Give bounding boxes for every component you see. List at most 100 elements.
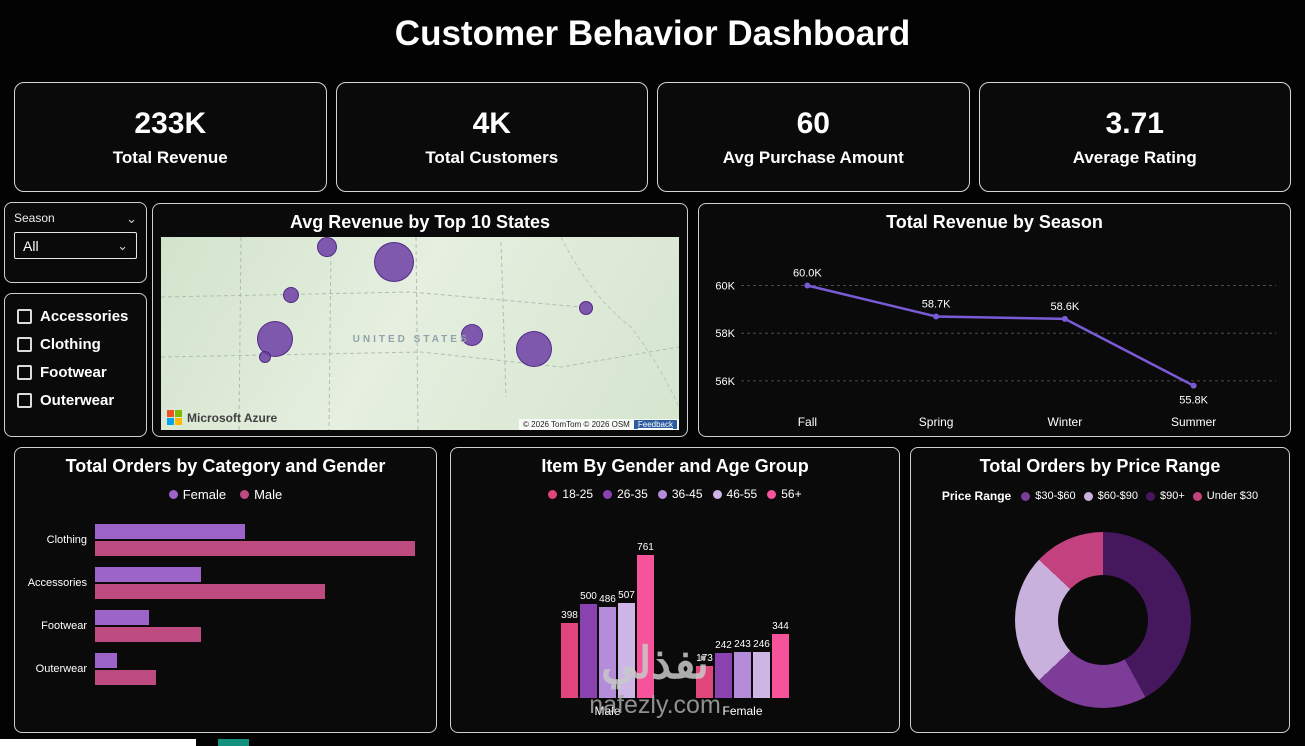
bar-group (95, 567, 424, 599)
slicer-header: Season ⌄ (14, 211, 137, 225)
season-dropdown[interactable]: All ⌄ (14, 232, 137, 259)
line-data-point[interactable] (933, 313, 940, 320)
bar-female-clothing[interactable] (95, 524, 246, 539)
map-bubble[interactable] (258, 350, 271, 363)
checkbox-icon[interactable] (17, 337, 32, 352)
bar-male-accessories[interactable] (95, 584, 326, 599)
kpi-label: Average Rating (1072, 147, 1197, 167)
checkbox-accessories[interactable]: Accessories (17, 308, 134, 325)
line-chart-panel: Total Revenue by Season 60K 58K 56K 60.0K Fa… (698, 203, 1291, 437)
chevron-down-icon[interactable]: ⌄ (126, 210, 137, 226)
kpi-value: 4K (472, 106, 511, 140)
legend-item[interactable]: Female (168, 487, 226, 502)
legend-label: Under $30 (1206, 490, 1259, 502)
legend-dot-icon (240, 490, 250, 499)
column-36-45-male[interactable] (599, 606, 616, 698)
legend-item[interactable]: 26-35 (603, 487, 648, 501)
bar-male-outerwear[interactable] (95, 670, 156, 685)
x-tick-label: Summer (1171, 415, 1216, 429)
column-wrap: 486 (599, 594, 616, 698)
azure-brand: Microsoft Azure (167, 410, 277, 425)
legend-item[interactable]: 36-45 (657, 487, 703, 501)
column-36-45-female[interactable] (734, 652, 751, 698)
line-data-point[interactable] (1190, 382, 1197, 389)
data-label: 500 (580, 591, 597, 603)
checkbox-outerwear[interactable]: Outerwear (17, 392, 134, 409)
map-bubble[interactable] (578, 301, 593, 316)
line-data-point[interactable] (1061, 315, 1068, 322)
bar-male-footwear[interactable] (95, 627, 201, 642)
bar-female-footwear[interactable] (95, 610, 150, 625)
category-label: Clothing (46, 534, 87, 546)
map-bubble[interactable] (515, 330, 552, 367)
kpi-row: 233K Total Revenue 4K Total Customers 60… (14, 82, 1291, 192)
legend-item[interactable]: $90+ (1145, 490, 1185, 502)
line-data-point[interactable] (804, 282, 811, 289)
kpi-label: Avg Purchase Amount (722, 147, 904, 167)
price-range-donut[interactable] (1015, 532, 1191, 708)
checkbox-footwear[interactable]: Footwear (17, 364, 134, 381)
bar-female-outerwear[interactable] (95, 653, 118, 668)
map-bubble[interactable] (460, 324, 483, 347)
x-tick-label: Fall (798, 415, 817, 429)
legend-item[interactable]: Male (240, 487, 282, 502)
map-region-label: UNITED STATES (352, 333, 470, 345)
barh-chart-title: Total Orders by Category and Gender (65, 456, 386, 476)
column-26-35-female[interactable] (715, 652, 732, 698)
barh-chart-panel: Total Orders by Category and Gender Fema… (14, 447, 437, 733)
category-label: Accessories (27, 577, 87, 589)
y-tick-label: 58K (715, 328, 735, 340)
legend-item[interactable]: $30-$60 (1021, 490, 1076, 502)
column-wrap: 507 (618, 590, 635, 698)
checkbox-label: Outerwear (40, 392, 115, 409)
legend-item[interactable]: $60-$90 (1083, 490, 1138, 502)
page-tab-bar[interactable] (0, 739, 196, 746)
data-label: 55.8K (1179, 395, 1208, 407)
column-18-25-male[interactable] (561, 623, 578, 698)
map[interactable]: UNITED STATES Microsoft Azure © 2026 Tom… (161, 237, 679, 430)
season-slicer: Season ⌄ All ⌄ (4, 202, 147, 283)
legend-dot-icon (1083, 491, 1093, 501)
map-bubble[interactable] (282, 286, 299, 303)
donut-hole (1058, 575, 1148, 665)
column-wrap: 344 (772, 621, 789, 698)
revenue-line[interactable] (807, 284, 1195, 387)
legend-item[interactable]: 46-55 (712, 487, 757, 501)
map-bubble[interactable] (374, 242, 415, 283)
column-56+-female[interactable] (772, 633, 789, 698)
column-26-35-male[interactable] (580, 604, 597, 698)
checkbox-icon[interactable] (17, 393, 32, 408)
kpi-label: Total Customers (425, 147, 559, 167)
checkbox-icon[interactable] (17, 365, 32, 380)
data-label: 58.7K (922, 298, 951, 310)
checkbox-label: Accessories (40, 308, 129, 325)
donut-legend: Price Range $30-$60 $60-$90 $90+ Under $30 (911, 489, 1289, 503)
legend-item[interactable]: 56+ (767, 487, 802, 501)
bar-male-clothing[interactable] (95, 541, 415, 556)
map-bubble[interactable] (316, 237, 337, 257)
page-tab-active[interactable] (218, 739, 249, 746)
bar-female-accessories[interactable] (95, 567, 201, 582)
checkbox-icon[interactable] (17, 309, 32, 324)
column-wrap: 500 (580, 591, 597, 698)
legend-label: 56+ (781, 487, 802, 501)
kpi-card-average-rating: 3.71 Average Rating (978, 82, 1291, 192)
x-category-label: Female (722, 704, 763, 718)
column-46-55-male[interactable] (618, 602, 635, 698)
y-tick-label: 56K (715, 376, 735, 388)
column-18-25-female[interactable] (696, 665, 713, 698)
bar-row-clothing: Clothing (23, 524, 424, 556)
column-46-55-female[interactable] (753, 651, 770, 698)
legend-dot-icon (1192, 491, 1202, 501)
legend-item[interactable]: 18-25 (548, 487, 593, 501)
map-attribution: © 2026 TomTom © 2026 OSM Feedback (519, 419, 679, 430)
kpi-card-total-revenue: 233K Total Revenue (14, 82, 327, 192)
column-56+-male[interactable] (637, 555, 654, 698)
feedback-link[interactable]: Feedback (633, 420, 677, 429)
data-label: 242 (715, 639, 732, 651)
checkbox-clothing[interactable]: Clothing (17, 336, 134, 353)
x-category-label: Male (594, 704, 621, 718)
column-wrap: 246 (753, 639, 770, 698)
legend-item[interactable]: Under $30 (1192, 490, 1259, 502)
column-wrap: 761 (637, 542, 654, 698)
